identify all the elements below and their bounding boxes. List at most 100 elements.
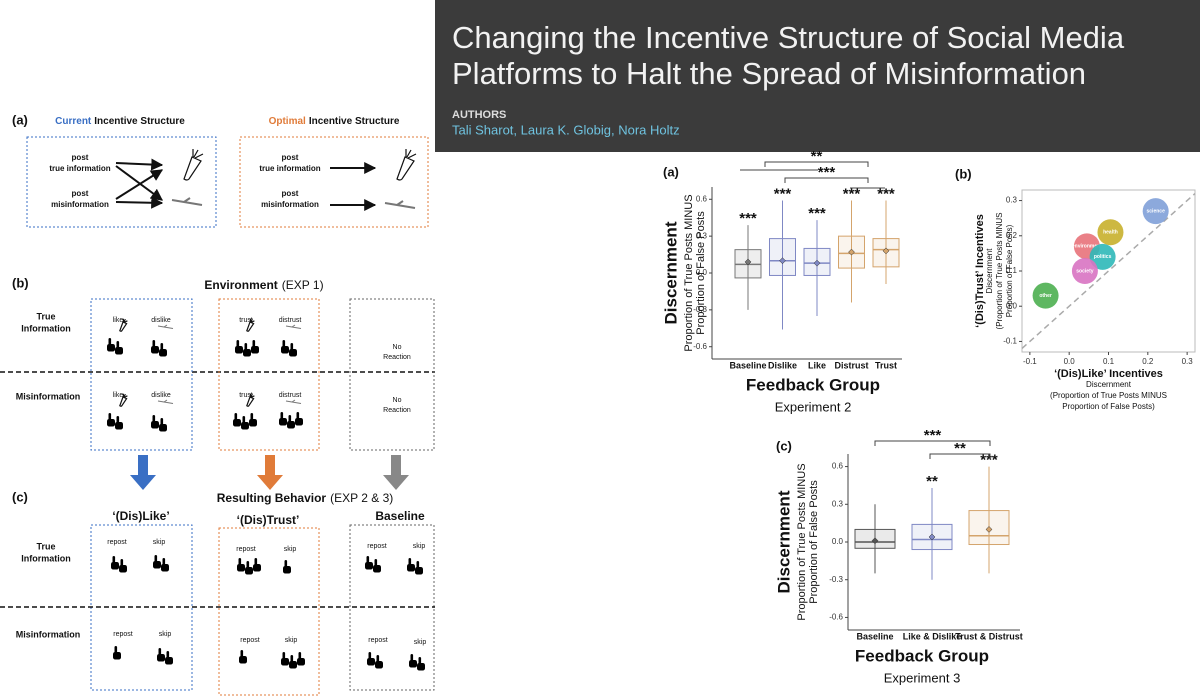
hand-icon xyxy=(375,655,383,669)
optimal-box xyxy=(239,136,429,228)
label: dislike xyxy=(151,392,171,399)
label: skip xyxy=(413,543,426,550)
y-tick-label: 0.2 xyxy=(1006,231,1018,240)
hand-icon xyxy=(239,650,247,664)
hand-icon xyxy=(115,341,123,355)
significance: *** xyxy=(739,210,757,227)
mean xyxy=(779,257,786,265)
label: skip xyxy=(153,539,166,546)
hand-icon xyxy=(237,558,245,572)
x-label: Feedback Group xyxy=(855,646,989,665)
hand-icon xyxy=(165,651,173,665)
y-tick-label: -0.3 xyxy=(693,305,707,314)
x-sublabel: Discernment xyxy=(1086,380,1132,389)
x-sublabel: (Proportion of True Posts MINUS xyxy=(1050,391,1167,400)
structure-title: Optimal Incentive Structure xyxy=(269,116,400,127)
hand-icon xyxy=(245,561,253,575)
row-label: Information xyxy=(21,323,71,333)
stick-icon xyxy=(285,399,302,404)
y-tick-label: -0.1 xyxy=(1003,337,1017,346)
bracket xyxy=(874,440,991,446)
x-label: ‘(Dis)Like’ Incentives xyxy=(1054,368,1163,380)
hand-icon xyxy=(409,654,417,668)
hand-icon xyxy=(107,413,115,427)
label: misinformation xyxy=(261,200,319,209)
mean xyxy=(813,259,821,267)
like-box xyxy=(90,298,193,451)
label: Reaction xyxy=(383,407,411,414)
baseline-box xyxy=(349,524,435,691)
mean xyxy=(882,247,890,255)
hand-icon xyxy=(251,340,259,354)
hand-icon xyxy=(159,343,167,357)
mean xyxy=(871,537,879,545)
identity-line xyxy=(1021,192,1196,350)
label: repost xyxy=(236,546,256,553)
y-tick-label: 0.3 xyxy=(696,231,708,240)
y-sublabel: Proportion of False Posts) xyxy=(1005,224,1014,317)
y-sublabel: Proportion of True Posts MINUS xyxy=(683,194,695,351)
bubble xyxy=(1142,198,1169,225)
title-rest: Incentive Structure xyxy=(94,116,185,127)
y-tick-label: 0.6 xyxy=(832,462,844,471)
label: distrust xyxy=(279,392,302,399)
hand-icon xyxy=(107,338,115,352)
label: true information xyxy=(49,164,110,173)
title-rest: Incentive Structure xyxy=(309,116,400,127)
bubble-label: other xyxy=(1039,293,1052,299)
y-sublabel: (Proportion of True Posts MINUS xyxy=(995,213,1004,330)
hand-icon xyxy=(243,343,251,357)
hand-icon xyxy=(113,646,121,660)
highlight: Current xyxy=(55,116,92,127)
hand-icon xyxy=(281,652,289,666)
trust-box xyxy=(218,527,320,696)
y-tick-label: -0.6 xyxy=(693,342,707,351)
hand-icon xyxy=(279,412,287,426)
significance: *** xyxy=(843,185,861,202)
hand-icon xyxy=(289,343,297,357)
significance: *** xyxy=(877,185,895,202)
hand-icon xyxy=(417,657,425,671)
y-tick-label: -0.3 xyxy=(829,575,843,584)
trust-box xyxy=(218,298,320,451)
label: dislike xyxy=(151,317,171,324)
carrot-icon xyxy=(183,156,202,181)
y-tick-label: 0.0 xyxy=(1006,301,1018,310)
x-tick-label: 0.0 xyxy=(1064,357,1076,366)
hand-icon xyxy=(281,340,289,354)
carrot-icon xyxy=(246,321,255,332)
label: like xyxy=(113,392,124,399)
hand-icon xyxy=(157,648,165,662)
label: repost xyxy=(368,637,388,644)
bubble xyxy=(1032,282,1059,309)
label: trust xyxy=(239,392,253,399)
x-tick-label: 0.3 xyxy=(1182,357,1194,366)
box xyxy=(769,238,796,276)
arrows xyxy=(115,158,377,211)
row-label: Information xyxy=(21,553,71,563)
significance: *** xyxy=(808,205,826,222)
label: skip xyxy=(159,631,172,638)
label: Reaction xyxy=(383,354,411,361)
title-line: Changing the Incentive Structure of Soci… xyxy=(452,20,1125,55)
y-sublabel: Proportion of False Posts xyxy=(808,480,820,604)
x-tick-label: 0.1 xyxy=(1103,357,1115,366)
x-tick-label: -0.1 xyxy=(1023,357,1037,366)
carrot-icon xyxy=(119,321,128,332)
flow-arrow xyxy=(257,455,283,490)
carrot-leaves xyxy=(122,393,128,398)
carrot-leaves xyxy=(405,149,417,159)
label: No xyxy=(393,397,402,404)
label: skip xyxy=(284,546,297,553)
mean xyxy=(985,526,993,533)
label: trust xyxy=(239,317,253,324)
mean xyxy=(928,533,936,541)
caption: Experiment 2 xyxy=(775,399,852,414)
carrot-leaves xyxy=(249,393,255,398)
y-label: Discernment xyxy=(774,490,793,593)
x-label: Feedback Group xyxy=(746,375,880,394)
hand-icon xyxy=(111,556,119,570)
authors: Tali Sharot, Laura K. Globig, Nora Holtz xyxy=(452,122,680,137)
hand-icon xyxy=(297,652,305,666)
